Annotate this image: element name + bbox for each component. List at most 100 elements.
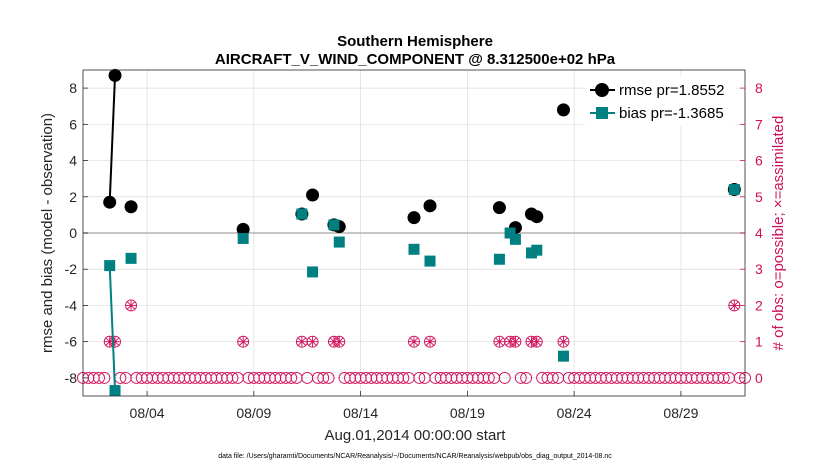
obs-count-marker-88 [546,371,559,384]
y-right-tick-label-8: 8 [755,80,763,96]
obs-possible-circle [93,371,105,384]
chart-title: Southern Hemisphere [337,33,493,50]
legend-bias-marker [596,107,608,119]
y-right-tick-label-1: 1 [755,334,763,350]
y-tick-label-5: 2 [69,189,77,205]
obs-count-marker-48 [333,335,346,348]
bias-point-15 [557,350,569,362]
y-right-tick-label-7: 7 [755,116,763,132]
bias-point-16 [728,184,740,196]
y-tick-label-2: -4 [65,297,78,313]
obs-count-marker-60 [397,371,410,384]
y-right-tick-label-5: 5 [755,189,763,205]
bias-point-4 [296,208,308,220]
x-tick-label-4: 08/24 [557,405,592,421]
rmse-line-segment-0 [108,75,117,203]
legend: rmse pr=1.8552 bias pr=-1.3685 [585,76,735,126]
bias-point-10 [493,253,505,265]
y-tick-label-6: 4 [69,153,77,169]
rmse-point-5 [306,188,320,202]
obs-possible-circle [514,371,527,384]
bias-point-0 [104,260,116,272]
obs-count-marker-79 [498,371,511,384]
y-right-tick-label-2: 2 [755,297,763,313]
y-right-tick-label-4: 4 [755,225,763,241]
y-right-tick-label-3: 3 [755,261,763,277]
x-axis-label: Aug.01,2014 00:00:00 start [325,427,507,444]
rmse-point-14 [556,103,570,117]
obs-possible-circle [546,371,559,384]
obs-count-marker-41 [295,335,308,348]
obs-count-marker-46 [322,371,335,384]
obs-count-marker-63 [413,371,426,384]
rmse-point-9 [423,199,437,213]
obs-count-marker-4 [98,371,111,384]
series-lines [108,75,117,391]
obs-count-marker-83 [520,371,533,384]
y-tick-label-4: 0 [69,225,77,241]
bias-markers [104,184,740,397]
bias-point-6 [328,219,340,231]
obs-count-marker-122 [728,299,741,312]
obs-possible-circle [226,371,239,384]
obs-count-marker-90 [557,335,570,348]
obs-count-marker-28 [226,371,239,384]
bias-point-1 [109,385,121,397]
obs-count-marker-65 [424,335,436,348]
obs-possible-circle [322,371,335,384]
x-axis-ticks: 08/04 08/09 08/14 08/19 08/24 08/29 [130,391,699,421]
obs-count-marker-39 [285,371,298,384]
obs-count-marker-85 [530,335,543,348]
bias-line-segment-0 [108,265,117,391]
legend-bias-label: bias pr=-1.3685 [619,105,724,122]
x-tick-label-0: 08/04 [130,405,165,421]
y-right-tick-label-6: 6 [755,153,763,169]
bias-point-11 [504,227,516,239]
obs-possible-circle [520,371,533,384]
legend-box [585,76,735,126]
obs-count-marker-3 [93,371,105,384]
obs-possible-circle [498,371,511,384]
rmse-point-1 [108,68,122,82]
obs-possible-circle [98,371,111,384]
obs-count-marker-76 [482,371,495,384]
obs-count-marker-43 [306,335,319,348]
obs-possible-circle [285,371,298,384]
obs-possible-circle [317,371,330,384]
obs-count-marker-62 [408,335,420,348]
y-tick-label-1: -6 [65,334,78,350]
rmse-point-2 [124,200,138,214]
x-tick-label-3: 08/19 [450,405,485,421]
y-axis-label: rmse and bias (model - observation) [39,113,56,353]
obs-possible-circle [397,371,410,384]
bias-point-3 [237,232,249,244]
rmse-point-10 [492,201,506,215]
rmse-point-3 [236,222,250,236]
y-tick-label-3: -2 [65,261,78,277]
rmse-point-8 [407,211,421,225]
obs-count-marker-78 [493,335,506,348]
obs-count-marker-9 [125,299,137,312]
obs-count-marker-45 [317,371,330,384]
y-axis-ticks: -8 -6 -4 -2 0 2 4 6 8 [65,80,88,386]
rmse-point-0 [103,195,117,209]
obs-possible-circle [482,371,495,384]
obs-count-marker-6 [109,335,121,348]
obs-possible-circle [413,371,426,384]
obs-count-marker-82 [514,371,527,384]
y-right-tick-label-0: 0 [755,370,763,386]
bias-point-12 [509,233,521,245]
y-tick-label-8: 8 [69,80,77,96]
bias-point-2 [125,252,137,264]
x-tick-label-1: 08/09 [236,405,271,421]
y-tick-label-0: -8 [65,370,78,386]
x-tick-label-2: 08/14 [343,405,378,421]
x-tick-label-5: 08/29 [663,405,698,421]
legend-rmse-label: rmse pr=1.8552 [619,82,724,99]
y-tick-label-7: 6 [69,116,77,132]
bias-point-8 [408,243,420,255]
obs-possible-circle [717,371,730,384]
y-axis-right-ticks: 0 1 2 3 4 5 6 7 8 [740,80,763,386]
obs-count-marker-81 [509,335,522,348]
